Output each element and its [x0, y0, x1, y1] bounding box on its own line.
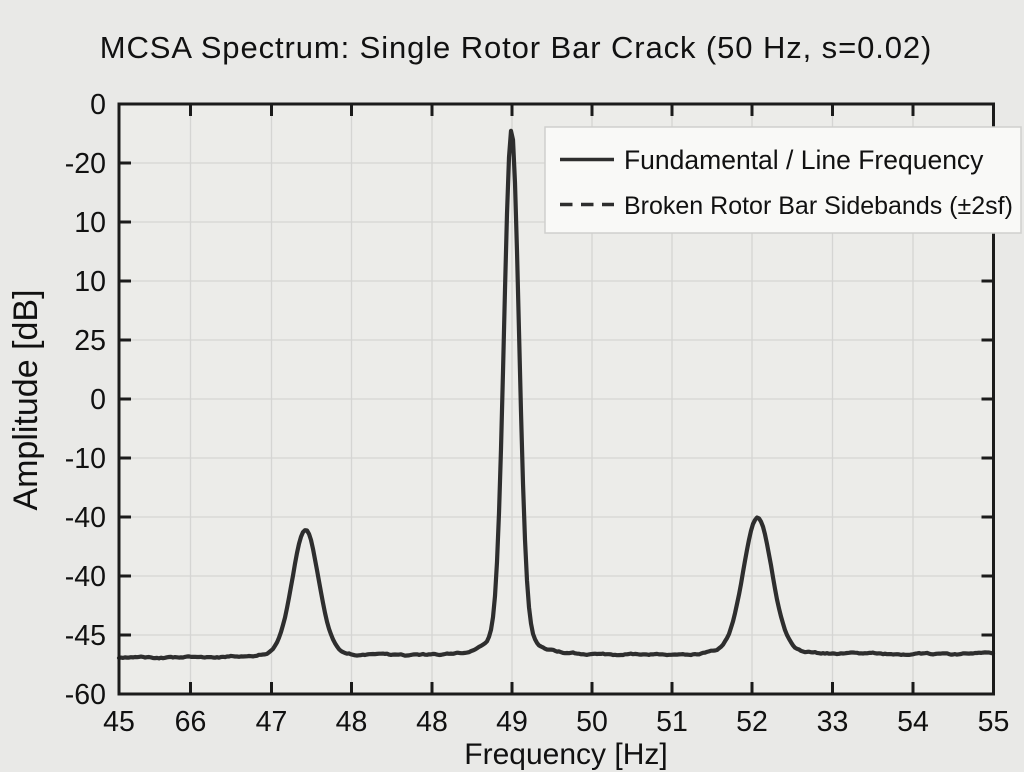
svg-text:10: 10 [74, 207, 106, 239]
svg-text:66: 66 [175, 706, 207, 738]
svg-text:55: 55 [978, 706, 1010, 738]
svg-text:-20: -20 [65, 148, 106, 180]
svg-text:51: 51 [656, 706, 688, 738]
svg-text:47: 47 [256, 706, 288, 738]
svg-text:45: 45 [103, 706, 135, 738]
svg-text:10: 10 [74, 266, 106, 298]
svg-text:54: 54 [897, 706, 929, 738]
svg-text:Broken Rotor Bar Sidebands (±2: Broken Rotor Bar Sidebands (±2sf) [624, 192, 1013, 220]
svg-text:0: 0 [90, 384, 106, 416]
svg-text:-60: -60 [65, 679, 106, 711]
svg-text:52: 52 [736, 706, 768, 738]
svg-text:-45: -45 [65, 620, 106, 652]
svg-text:-40: -40 [65, 561, 106, 593]
svg-text:0: 0 [90, 89, 106, 121]
svg-text:25: 25 [74, 325, 106, 357]
svg-text:Fundamental / Line Frequency: Fundamental / Line Frequency [624, 145, 984, 175]
svg-text:Frequency [Hz]: Frequency [Hz] [464, 738, 667, 771]
svg-text:50: 50 [576, 706, 608, 738]
svg-text:MCSA Spectrum: Single Rotor Ba: MCSA Spectrum: Single Rotor Bar Crack (5… [100, 30, 932, 65]
svg-text:Amplitude [dB]: Amplitude [dB] [7, 289, 45, 510]
svg-text:-10: -10 [65, 443, 106, 475]
svg-text:48: 48 [336, 706, 368, 738]
svg-text:33: 33 [817, 706, 849, 738]
svg-text:48: 48 [416, 706, 448, 738]
svg-text:49: 49 [496, 706, 528, 738]
svg-text:-40: -40 [65, 502, 106, 534]
